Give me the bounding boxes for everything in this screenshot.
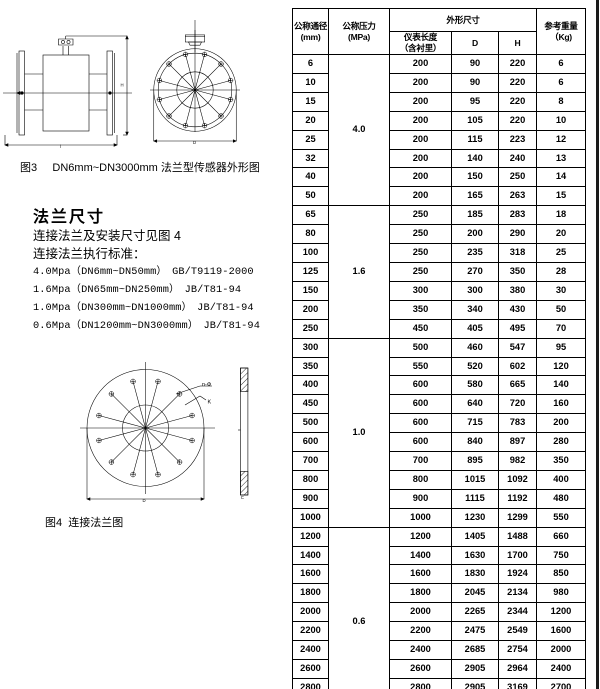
- svg-text:K: K: [208, 400, 212, 406]
- svg-text:C: C: [241, 495, 244, 500]
- svg-text:D: D: [143, 498, 146, 503]
- svg-text:l: l: [60, 144, 61, 149]
- svg-text:H: H: [121, 83, 124, 88]
- svg-text:n-Φ: n-Φ: [202, 382, 212, 388]
- svg-text:D: D: [193, 140, 196, 145]
